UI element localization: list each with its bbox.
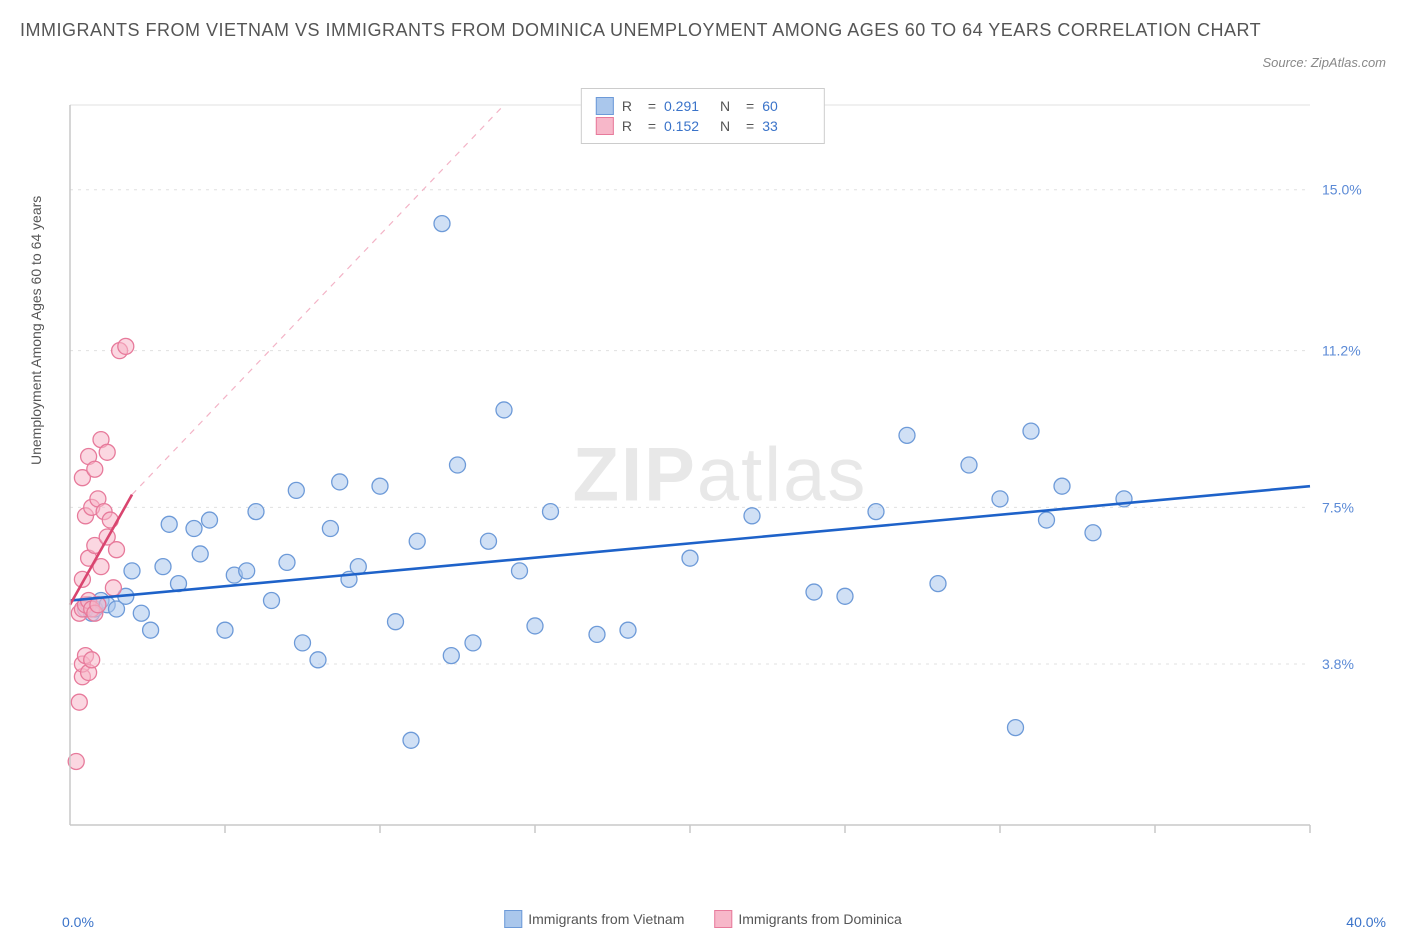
svg-text:3.8%: 3.8%: [1322, 656, 1354, 672]
stats-row-a: R = 0.291 N = 60: [596, 97, 810, 115]
y-axis-label: Unemployment Among Ages 60 to 64 years: [28, 196, 44, 465]
swatch-vietnam-icon: [596, 97, 614, 115]
r-label: R: [622, 118, 640, 134]
legend-label-dominica: Immigrants from Dominica: [738, 911, 901, 927]
x-axis-min-label: 0.0%: [62, 914, 94, 930]
eq-sign: =: [648, 118, 656, 134]
eq-sign: =: [746, 118, 754, 134]
legend-item-dominica: Immigrants from Dominica: [714, 910, 901, 928]
x-axis-max-label: 40.0%: [1346, 914, 1386, 930]
swatch-dominica-icon: [596, 117, 614, 135]
n-value-b: 33: [762, 118, 810, 134]
legend-label-vietnam: Immigrants from Vietnam: [528, 911, 684, 927]
n-value-a: 60: [762, 98, 810, 114]
eq-sign: =: [648, 98, 656, 114]
legend-item-vietnam: Immigrants from Vietnam: [504, 910, 684, 928]
svg-text:7.5%: 7.5%: [1322, 499, 1354, 515]
svg-text:15.0%: 15.0%: [1322, 182, 1362, 198]
n-label: N: [720, 98, 738, 114]
chart-area: ZIPatlas 3.8%7.5%11.2%15.0%: [60, 85, 1380, 865]
eq-sign: =: [746, 98, 754, 114]
r-value-a: 0.291: [664, 98, 712, 114]
r-value-b: 0.152: [664, 118, 712, 134]
chart-title: IMMIGRANTS FROM VIETNAM VS IMMIGRANTS FR…: [20, 20, 1286, 41]
stats-row-b: R = 0.152 N = 33: [596, 117, 810, 135]
swatch-vietnam-icon: [504, 910, 522, 928]
swatch-dominica-icon: [714, 910, 732, 928]
svg-text:11.2%: 11.2%: [1322, 343, 1361, 359]
chart-svg: 3.8% 7.5% 11.2% 15.0%: [60, 85, 1380, 865]
series-legend: Immigrants from Vietnam Immigrants from …: [504, 910, 902, 928]
source-attribution: Source: ZipAtlas.com: [1262, 55, 1386, 70]
n-label: N: [720, 118, 738, 134]
stats-legend: R = 0.291 N = 60 R = 0.152 N = 33: [581, 88, 825, 144]
r-label: R: [622, 98, 640, 114]
